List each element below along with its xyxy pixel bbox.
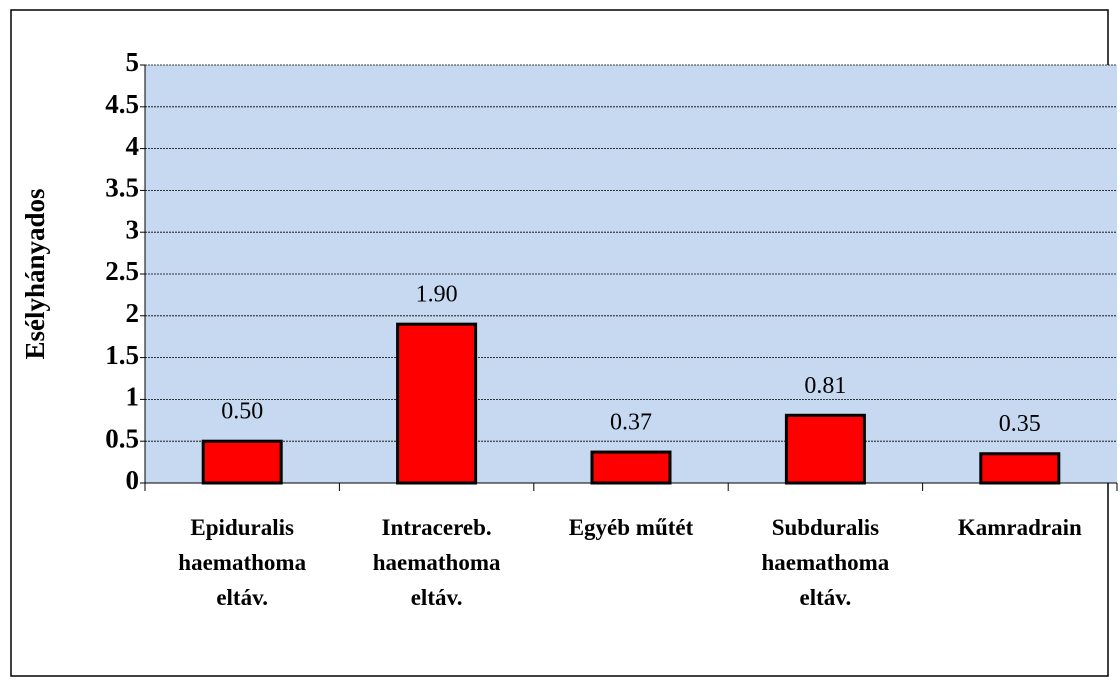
y-tick-label: 3 <box>126 214 140 244</box>
y-tick-label: 0 <box>126 465 140 495</box>
y-tick-label: 5 <box>126 47 140 77</box>
y-tick-label: 1.5 <box>105 340 139 370</box>
y-tick-label: 4 <box>126 131 140 161</box>
y-tick-label: 1 <box>126 382 140 412</box>
x-tick-label: Kamradrain <box>958 515 1082 540</box>
x-tick-label: Epiduralis haemathoma eltáv. <box>178 515 306 610</box>
x-tick-label: Egyéb műtét <box>569 515 694 540</box>
y-tick-label: 2 <box>126 298 140 328</box>
x-tick-label: Intracereb. haemathoma eltáv. <box>373 515 501 610</box>
y-tick-label: 4.5 <box>105 89 139 119</box>
y-tick-label: 2.5 <box>105 256 139 286</box>
y-tick-label: 3.5 <box>105 173 139 203</box>
x-tick-label: Subduralis haemathoma eltáv. <box>762 515 890 610</box>
bar <box>201 439 283 485</box>
y-axis-title: Esélyhányados <box>20 188 50 359</box>
y-tick-label: 0.5 <box>105 423 139 453</box>
value-label: 1.90 <box>416 282 458 308</box>
value-label: 0.50 <box>221 399 263 425</box>
value-label: 0.37 <box>610 410 652 436</box>
bar <box>590 450 672 485</box>
bar <box>979 452 1061 485</box>
value-label: 0.81 <box>804 373 846 399</box>
value-label: 0.35 <box>999 411 1041 437</box>
bar <box>396 322 478 485</box>
bar <box>784 413 866 485</box>
